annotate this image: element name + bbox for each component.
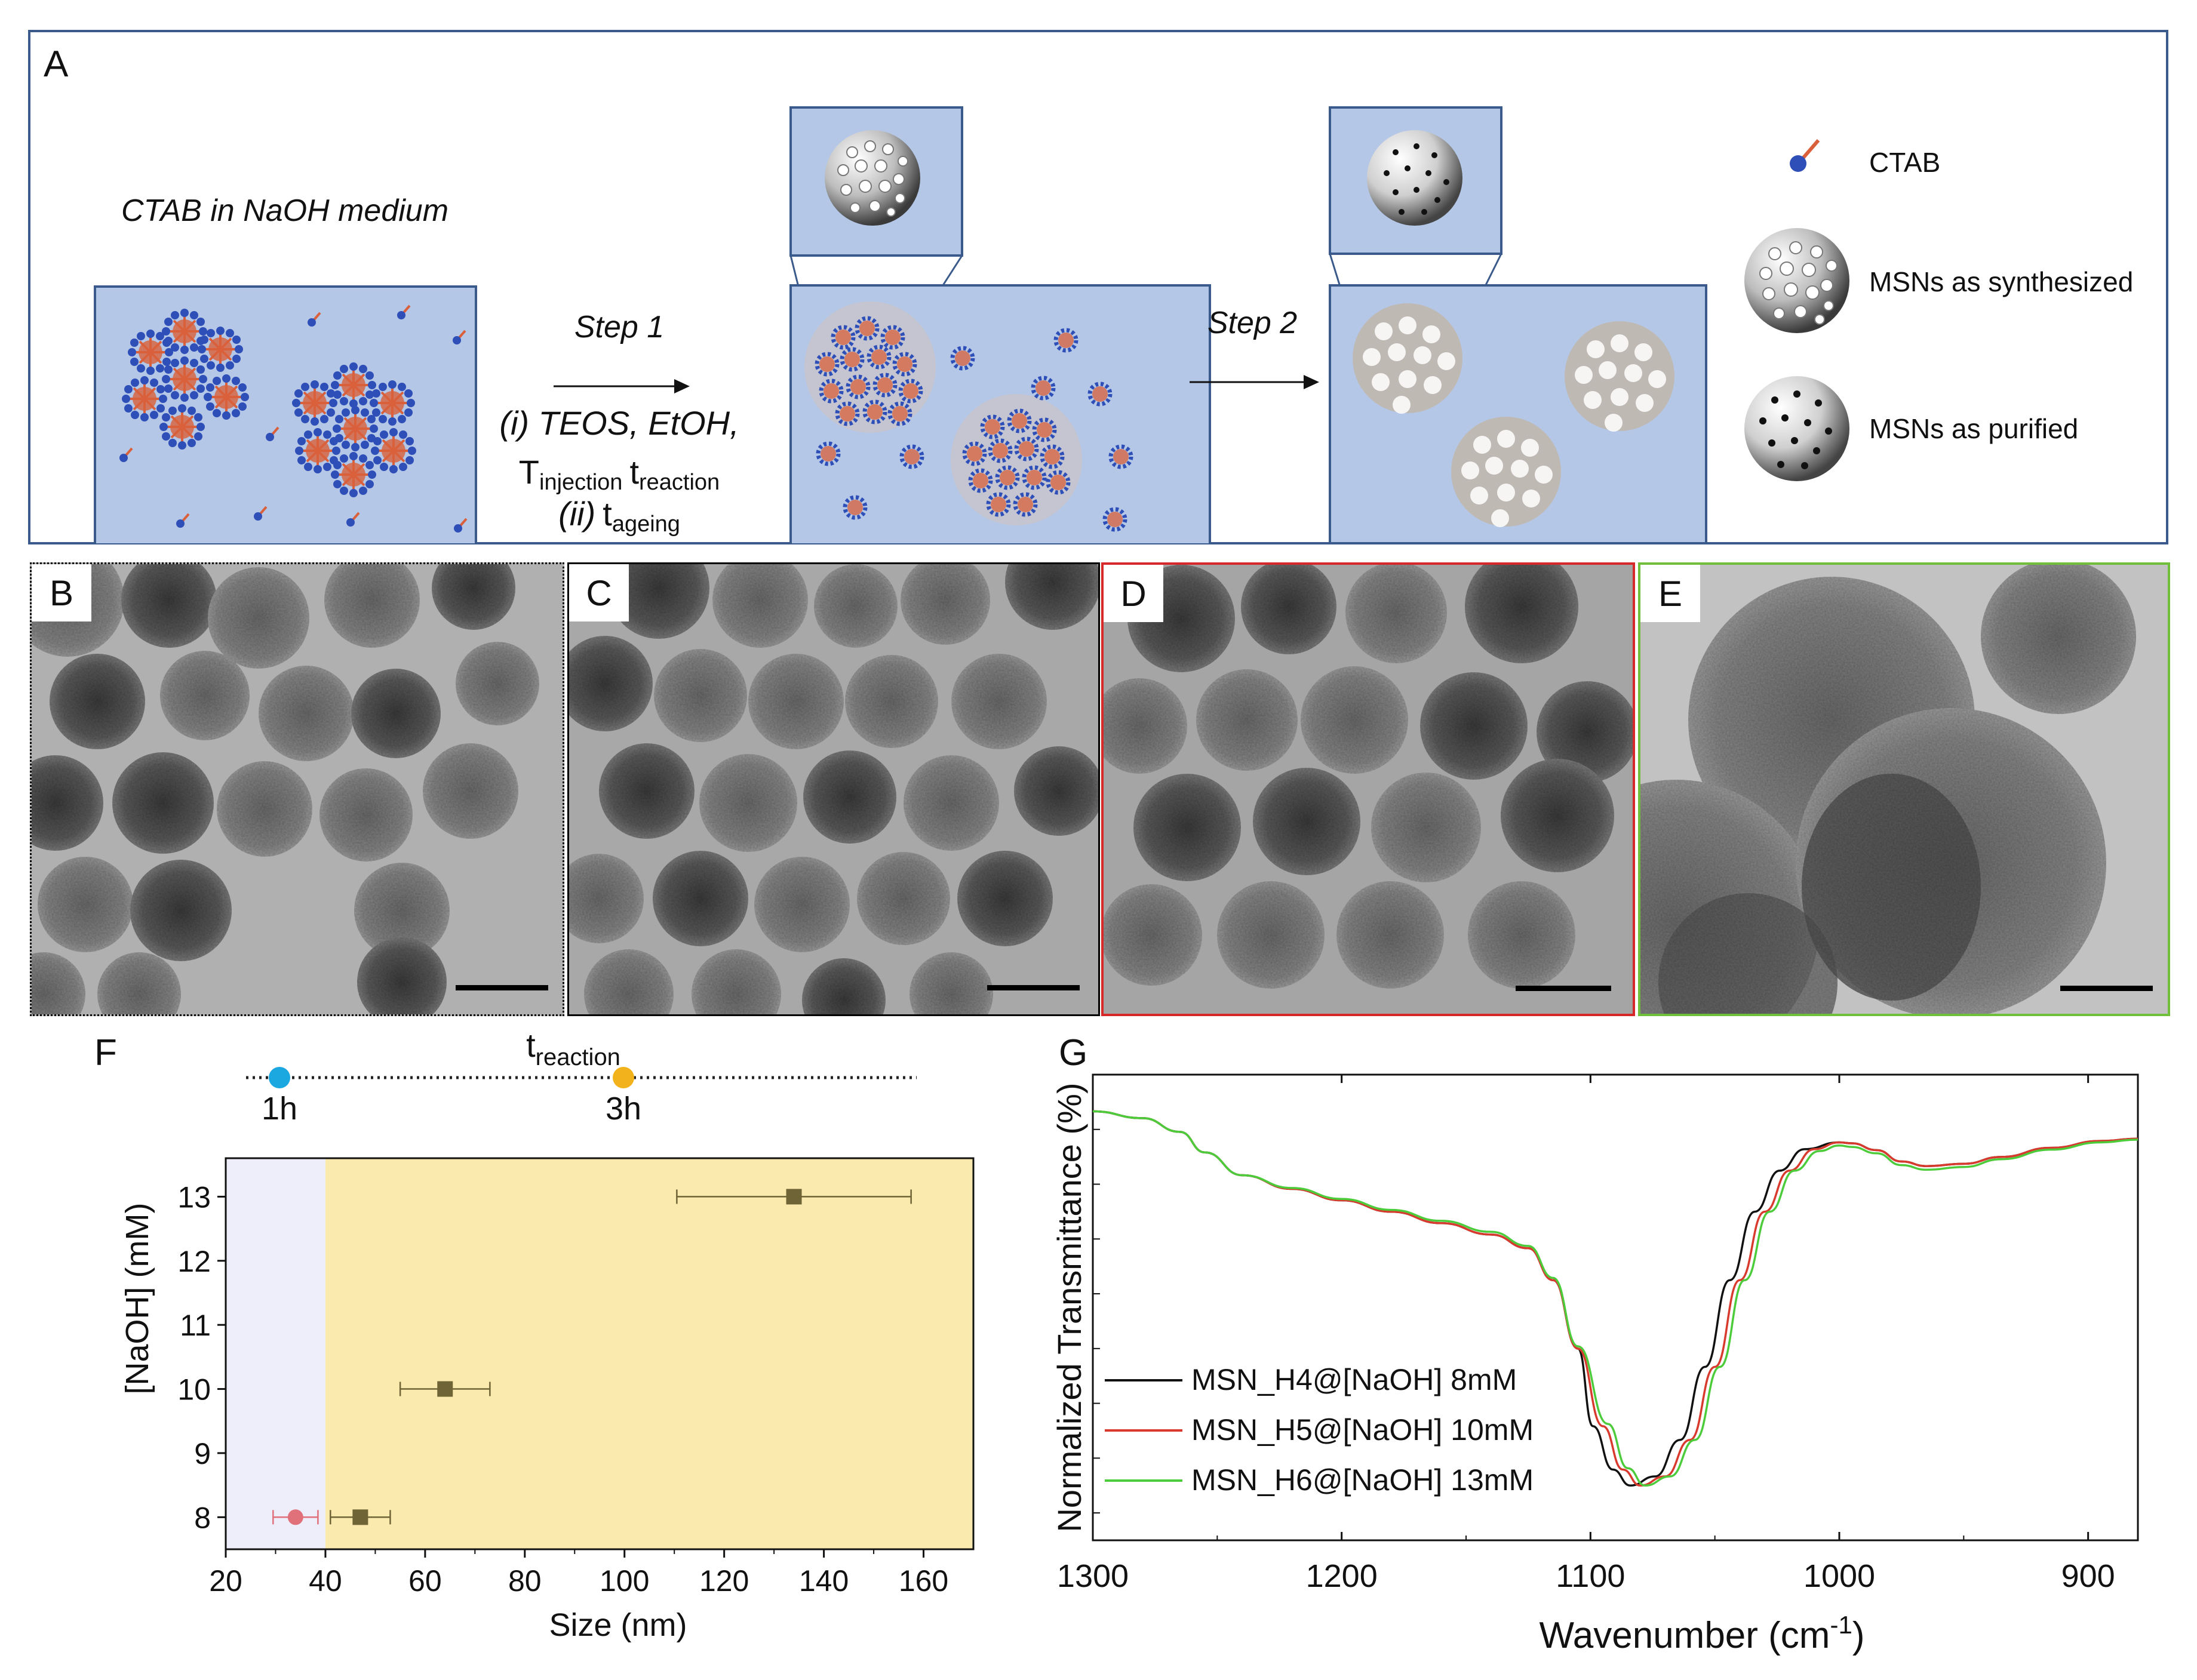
step1-conditions: Tinjection treaction <box>519 453 720 495</box>
panel-d: D <box>1101 562 1635 1016</box>
tem-image-c <box>569 564 1098 1014</box>
data-point-3h <box>437 1381 453 1397</box>
region-1h <box>226 1158 325 1549</box>
reaction-time-timeline: treaction 1h 3h <box>246 1033 917 1127</box>
panel-c-letter: C <box>569 564 629 621</box>
series-line-MSN_H6@[NaOH] 13mM <box>1092 1110 2138 1487</box>
legend-purified-label: MSNs as purified <box>1869 413 2078 444</box>
x-tick-label: 80 <box>508 1564 542 1598</box>
tem-image-b <box>32 564 563 1014</box>
purified-sphere-zoom <box>1367 130 1462 226</box>
data-point-3h <box>786 1189 802 1205</box>
x-tick-label: 1300 <box>1057 1558 1129 1594</box>
chart-g: 1300 1200 1100 1000 900 MSN_H4@[NaOH] 8mM MSN_… <box>1050 1073 2139 1656</box>
timeline-label: treaction <box>526 1033 620 1070</box>
legend-label: MSN_H5@[NaOH] 10mM <box>1191 1413 1534 1447</box>
step1-arrowhead <box>674 379 690 393</box>
scale-bar-e <box>2060 986 2153 991</box>
x-tick-label: 40 <box>309 1564 342 1598</box>
y-tick-label: 13 <box>177 1180 211 1214</box>
x-tick-label: 1200 <box>1306 1558 1378 1594</box>
panel-f-letter: F <box>94 1032 117 1073</box>
panel-c: C <box>567 562 1100 1016</box>
g-ylabel: Normalized Transmittance (%) <box>1050 1082 1088 1532</box>
step2-arrowhead <box>1304 375 1319 389</box>
purified-particle-2 <box>1565 321 1674 432</box>
step1-reagents: (i) TEOS, EtOH, <box>499 404 739 442</box>
schematic-svg: CTAB in NaOH medium Step 1 (i) TEOS, EtO… <box>94 106 2133 544</box>
x-tick-label: 160 <box>899 1564 948 1598</box>
x-tick-label: 1000 <box>1803 1558 1875 1594</box>
f-xlabel: Size (nm) <box>549 1607 687 1643</box>
timeline-point-1h <box>269 1067 290 1088</box>
legend-purified: MSNs as purified <box>1744 376 2078 481</box>
panel-d-letter: D <box>1104 565 1163 622</box>
legend-synthesized: MSNs as synthesized <box>1744 228 2133 333</box>
legend-synthesized-label: MSNs as synthesized <box>1869 266 2133 297</box>
y-tick-label: 12 <box>177 1245 211 1278</box>
panel-g-letter: G <box>1059 1032 1088 1073</box>
tem-image-e <box>1640 565 2168 1014</box>
ctab-molecule-icon <box>1790 139 1820 172</box>
y-tick-label: 8 <box>194 1501 211 1534</box>
x-tick-label: 900 <box>2061 1558 2115 1594</box>
chart-f: treaction 1h 3h 20 40 60 80 100 120 140 160 8 9 10… <box>119 1033 975 1643</box>
f-plot-area: 20 40 60 80 100 120 140 160 8 9 10 11 12 13 <box>177 1157 975 1598</box>
step1-ageing: (ii) tageing <box>558 495 680 537</box>
synthesized-sphere-zoom <box>825 130 920 226</box>
y-tick-label: 11 <box>180 1309 211 1342</box>
timeline-point-3h <box>613 1067 634 1088</box>
x-tick-label: 100 <box>600 1564 649 1598</box>
medium-label: CTAB in NaOH medium <box>121 193 448 228</box>
scale-bar-d <box>1516 986 1611 991</box>
g-frame <box>1092 1073 2139 1541</box>
x-tick-label: 20 <box>209 1564 242 1598</box>
x-tick-label: 60 <box>408 1564 442 1598</box>
g-plot-area: 1300 1200 1100 1000 900 MSN_H4@[NaOH] 8mM MSN_… <box>1057 1073 2139 1594</box>
legend-label: MSN_H6@[NaOH] 13mM <box>1191 1463 1534 1497</box>
y-tick-label: 9 <box>194 1437 211 1470</box>
legend-ctab-label: CTAB <box>1869 147 1940 178</box>
synthesized-particle-2 <box>951 394 1082 525</box>
timeline-label-1h: 1h <box>262 1091 297 1127</box>
panel-a: A <box>28 30 2168 544</box>
msn-synthesized-icon <box>1744 228 1849 333</box>
synthesized-particle-1 <box>804 301 936 433</box>
data-point-3h <box>352 1509 368 1525</box>
panel-a-letter: A <box>44 44 69 85</box>
step1-label: Step 1 <box>574 310 664 344</box>
scale-bar-b <box>456 985 548 990</box>
purified-particle-3 <box>1451 417 1561 527</box>
panel-e: E <box>1638 562 2170 1016</box>
panel-b-letter: B <box>32 564 91 621</box>
msn-purified-icon <box>1744 376 1849 481</box>
purified-particle-1 <box>1353 303 1462 414</box>
region-3h <box>325 1158 973 1549</box>
legend-label: MSN_H4@[NaOH] 8mM <box>1191 1363 1517 1396</box>
g-xlabel: Wavenumber (cm-1) <box>1540 1611 1865 1656</box>
legend-ctab: CTAB <box>1790 139 1940 178</box>
timeline-label-3h: 3h <box>606 1091 641 1127</box>
step2-label: Step 2 <box>1207 306 1297 340</box>
x-tick-label: 1100 <box>1556 1558 1625 1594</box>
data-point-1h <box>287 1509 303 1525</box>
f-ylabel: [NaOH] (mM) <box>119 1203 155 1395</box>
ctab-solution-box <box>94 285 477 544</box>
panel-e-letter: E <box>1640 565 1700 622</box>
panel-b: B <box>30 562 564 1016</box>
y-tick-label: 10 <box>177 1373 211 1407</box>
f-frame <box>225 1157 975 1550</box>
scale-bar-c <box>987 985 1080 990</box>
x-tick-label: 120 <box>699 1564 749 1598</box>
x-tick-label: 140 <box>799 1564 849 1598</box>
tem-image-d <box>1104 565 1633 1014</box>
